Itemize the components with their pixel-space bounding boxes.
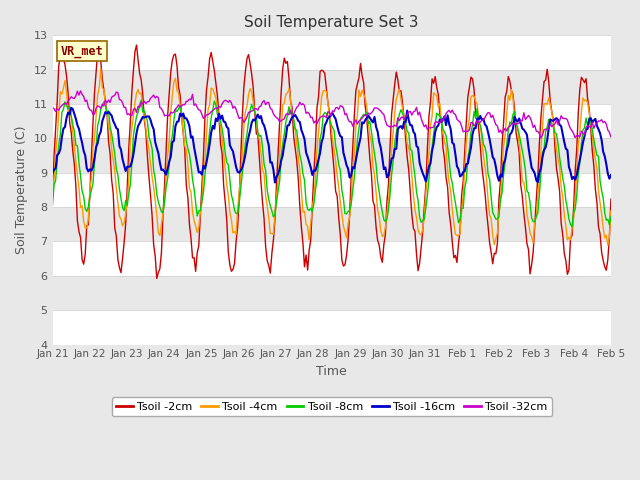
Tsoil -4cm	[97, 66, 104, 72]
Legend: Tsoil -2cm, Tsoil -4cm, Tsoil -8cm, Tsoil -16cm, Tsoil -32cm: Tsoil -2cm, Tsoil -4cm, Tsoil -8cm, Tsoi…	[111, 397, 552, 416]
Tsoil -8cm	[294, 141, 302, 147]
Tsoil -32cm	[217, 105, 225, 110]
Tsoil -16cm	[236, 170, 243, 176]
Tsoil -8cm	[236, 200, 243, 206]
Bar	[52, 276, 611, 310]
Title: Soil Temperature Set 3: Soil Temperature Set 3	[244, 15, 419, 30]
Tsoil -2cm	[237, 155, 244, 161]
Line: Tsoil -32cm: Tsoil -32cm	[52, 91, 611, 138]
Tsoil -32cm	[77, 88, 84, 94]
Tsoil -8cm	[244, 119, 252, 124]
Bar	[52, 70, 611, 104]
Bar	[52, 138, 611, 173]
Tsoil -2cm	[117, 270, 125, 276]
Tsoil -4cm	[294, 154, 302, 160]
Bar	[52, 241, 611, 276]
Tsoil -4cm	[49, 194, 56, 200]
Line: Tsoil -16cm: Tsoil -16cm	[52, 108, 611, 182]
Tsoil -2cm	[579, 77, 587, 83]
Tsoil -32cm	[236, 116, 243, 121]
Tsoil -32cm	[118, 100, 126, 106]
Line: Tsoil -2cm: Tsoil -2cm	[52, 45, 611, 278]
Tsoil -8cm	[607, 214, 615, 219]
Tsoil -4cm	[118, 223, 126, 228]
Tsoil -8cm	[579, 127, 587, 133]
Tsoil -32cm	[607, 134, 615, 140]
Tsoil -2cm	[49, 188, 56, 194]
Tsoil -16cm	[67, 105, 75, 111]
Tsoil -32cm	[537, 135, 545, 141]
Tsoil -16cm	[579, 140, 587, 145]
Tsoil -8cm	[217, 119, 225, 124]
Tsoil -4cm	[607, 208, 615, 214]
Tsoil -16cm	[271, 180, 279, 185]
Tsoil -8cm	[138, 97, 145, 103]
Tsoil -4cm	[577, 109, 585, 115]
Tsoil -16cm	[607, 172, 615, 178]
Tsoil -16cm	[217, 116, 225, 121]
Tsoil -2cm	[218, 150, 226, 156]
Tsoil -2cm	[153, 276, 161, 281]
Tsoil -16cm	[244, 134, 252, 140]
Tsoil -8cm	[49, 202, 56, 208]
Text: VR_met: VR_met	[61, 45, 104, 58]
Line: Tsoil -4cm: Tsoil -4cm	[52, 69, 611, 245]
Tsoil -4cm	[217, 124, 225, 130]
Tsoil -4cm	[604, 242, 612, 248]
Tsoil -32cm	[579, 131, 587, 136]
Tsoil -8cm	[568, 224, 576, 230]
Tsoil -2cm	[296, 204, 304, 210]
Tsoil -32cm	[244, 109, 252, 115]
Bar	[52, 104, 611, 138]
Tsoil -2cm	[246, 60, 254, 66]
Line: Tsoil -8cm: Tsoil -8cm	[52, 100, 611, 227]
Tsoil -32cm	[49, 105, 56, 110]
Bar	[52, 36, 611, 70]
Tsoil -16cm	[296, 119, 304, 125]
Tsoil -16cm	[118, 156, 126, 162]
Tsoil -16cm	[49, 170, 56, 176]
X-axis label: Time: Time	[316, 365, 347, 378]
Tsoil -8cm	[117, 195, 125, 201]
Bar	[52, 173, 611, 207]
Tsoil -2cm	[607, 196, 615, 202]
Tsoil -32cm	[294, 103, 302, 109]
Y-axis label: Soil Temperature (C): Soil Temperature (C)	[15, 126, 28, 254]
Bar	[52, 310, 611, 345]
Tsoil -4cm	[244, 92, 252, 97]
Bar	[52, 207, 611, 241]
Tsoil -4cm	[236, 189, 243, 194]
Tsoil -2cm	[132, 42, 140, 48]
